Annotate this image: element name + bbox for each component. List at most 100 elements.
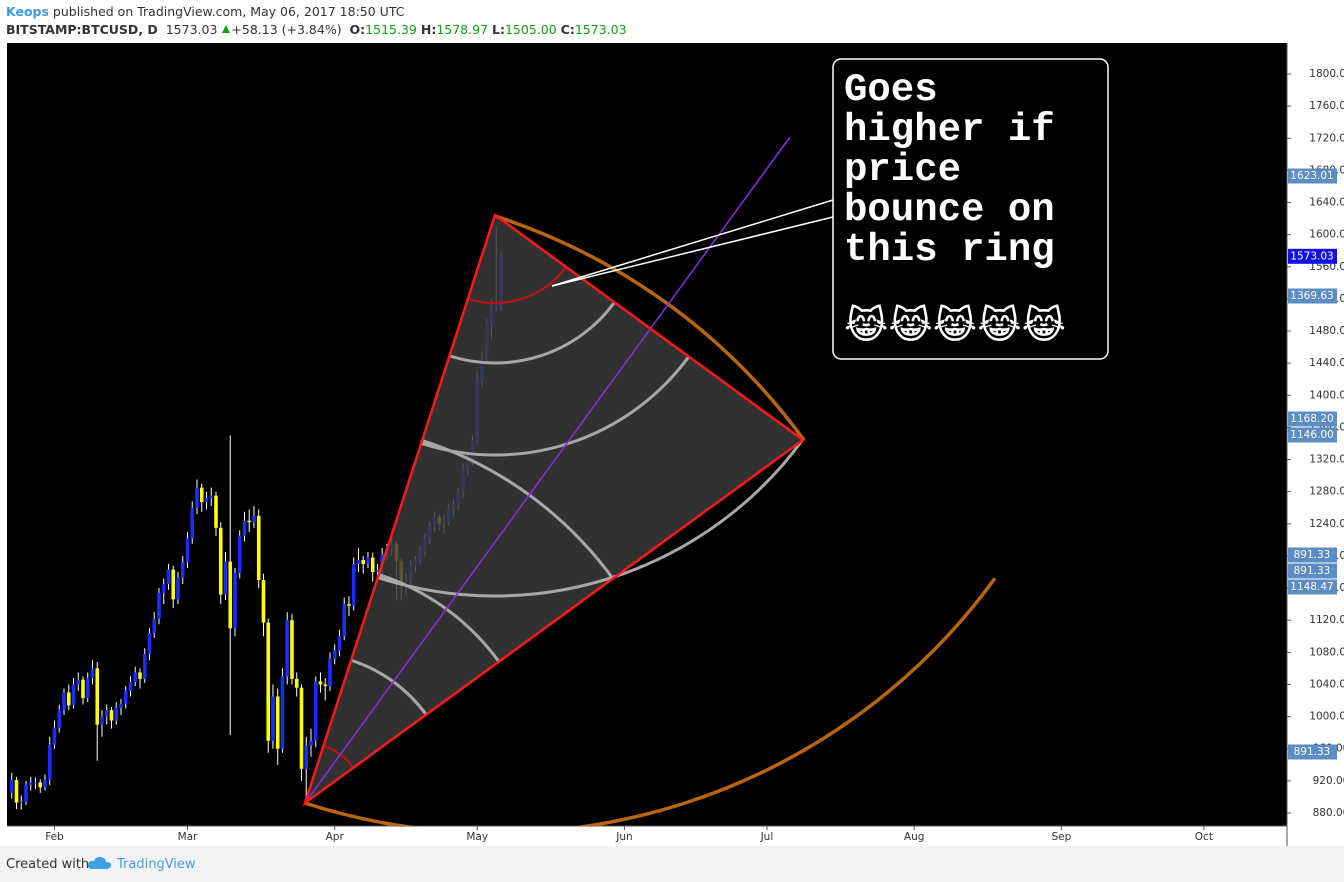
price-label: 891.33 (1294, 746, 1331, 758)
price-label-bg (1288, 579, 1337, 595)
candle-body (266, 622, 271, 741)
fan-fill (305, 215, 803, 803)
price-label: 891.33 (1294, 549, 1331, 561)
price-label-bg (1288, 547, 1337, 563)
created-with: Created with (6, 857, 90, 872)
candle-body (104, 710, 109, 717)
x-tick-label: Oct (1195, 831, 1213, 843)
price-label-bg (1288, 168, 1337, 184)
candle-body (290, 620, 294, 679)
up-arrow (222, 25, 231, 33)
candle-body (166, 569, 171, 585)
callout-pointer (551, 216, 834, 287)
header-line-1: Keops published on TradingView.com, May … (6, 3, 627, 21)
y-tick-label: 1480.00 (1309, 325, 1344, 337)
price-label: 891.33 (1294, 565, 1331, 577)
y-tick-label: 880.00 (1313, 807, 1344, 819)
candle-body (275, 696, 280, 749)
callout-pointer (551, 199, 834, 287)
fan-outline (302, 212, 806, 807)
y-tick-label: 1800.00 (1309, 68, 1344, 80)
candle-body (237, 535, 242, 573)
candle-body (361, 559, 366, 564)
y-tick-label: 920.00 (1313, 775, 1344, 787)
candle-body (256, 515, 261, 581)
candle-body (133, 672, 138, 683)
candle-body (195, 487, 199, 508)
candle-body (176, 577, 180, 600)
candle-body (228, 561, 233, 629)
y-tick-label: 1000.00 (1309, 711, 1344, 723)
price-label: 1369.63 (1290, 290, 1333, 302)
candle-body (57, 709, 62, 728)
callout-line: higher if (844, 108, 1055, 152)
candle-body (252, 515, 256, 523)
y-tick-label: 1280.00 (1309, 486, 1344, 498)
callout-line: bounce on (844, 188, 1055, 232)
candle-body (370, 557, 375, 573)
x-tick-label: Apr (326, 831, 345, 843)
fan-arc (420, 355, 691, 457)
y-tick-label: 1600.00 (1309, 229, 1344, 241)
candle-body (19, 801, 24, 803)
candle-body (242, 520, 247, 536)
author[interactable]: Keops (6, 4, 49, 19)
header-line-2: BITSTAMP:BTCUSD, D 1573.03 +58.13 (+3.84… (6, 21, 627, 39)
y-tick-label: 1640.00 (1309, 197, 1344, 209)
candle-body (199, 487, 204, 503)
candle-body (157, 592, 161, 619)
y-tick-label: 1080.00 (1309, 646, 1344, 658)
candle-body (28, 782, 33, 785)
candle-body (223, 561, 228, 595)
candle-body (24, 784, 28, 802)
candle-body (375, 570, 380, 573)
candle-body (351, 563, 356, 606)
candle-body (38, 782, 43, 788)
l-label: L: (492, 22, 505, 37)
candle-body (152, 618, 157, 634)
candle-body (204, 498, 209, 503)
c-label: C: (560, 22, 575, 37)
candle-body (142, 653, 147, 679)
candle-body (119, 703, 123, 708)
candle-body (342, 604, 347, 637)
candle-body (280, 676, 285, 749)
y-tick-label: 1720.00 (1309, 132, 1344, 144)
candle-body (356, 559, 361, 564)
x-tick-label: May (466, 831, 488, 843)
price-label-bg (1288, 288, 1337, 304)
candle-body (128, 682, 133, 691)
candle-body (332, 650, 337, 659)
y-tick-label: 1240.00 (1309, 518, 1344, 530)
candle-body (90, 668, 95, 679)
candle-body (366, 557, 370, 564)
candle-body (285, 620, 290, 677)
price-label: 1168.20 (1290, 413, 1333, 425)
candle-body (171, 569, 176, 600)
candle-body (185, 538, 190, 563)
last-price-bg (1288, 248, 1337, 264)
candle-body (85, 678, 90, 699)
candle-body (323, 684, 328, 687)
candle-body (271, 696, 275, 741)
brand[interactable]: TradingView (117, 857, 196, 872)
symbol: BITSTAMP:BTCUSD, D (6, 22, 158, 37)
candle-body (328, 658, 332, 687)
candle-body (218, 527, 223, 595)
tv-logo (87, 856, 112, 869)
price-label-bg (1288, 427, 1337, 443)
callout-box (832, 58, 1109, 360)
x-tick-label: Mar (178, 831, 198, 843)
last-price-label: 1573.03 (1290, 250, 1333, 262)
callout-line: this ring (844, 228, 1055, 272)
price-label: 1146.00 (1290, 429, 1333, 441)
candle-body (100, 716, 104, 725)
x-tick-label: Jun (615, 831, 632, 843)
candle-body (313, 681, 318, 741)
candle-body (66, 692, 71, 706)
y-tick-label: 1760.00 (1309, 100, 1344, 112)
x-tick-label: Feb (45, 831, 64, 843)
